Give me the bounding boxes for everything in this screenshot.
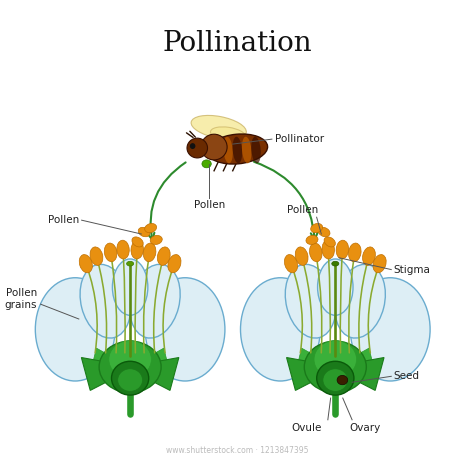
Ellipse shape: [191, 116, 246, 139]
Ellipse shape: [233, 137, 242, 163]
Text: www.shutterstock.com · 1213847395: www.shutterstock.com · 1213847395: [166, 446, 309, 455]
Ellipse shape: [143, 243, 156, 262]
Ellipse shape: [207, 134, 268, 164]
Ellipse shape: [318, 227, 330, 237]
Ellipse shape: [310, 243, 322, 262]
Ellipse shape: [242, 137, 252, 163]
Ellipse shape: [145, 278, 225, 381]
Ellipse shape: [332, 261, 339, 266]
Text: Stigma: Stigma: [393, 265, 430, 274]
Ellipse shape: [337, 376, 348, 385]
Text: Pollen: Pollen: [287, 205, 318, 215]
Ellipse shape: [190, 143, 195, 149]
Ellipse shape: [240, 278, 320, 381]
Text: Pollen: Pollen: [194, 200, 225, 211]
Ellipse shape: [80, 264, 130, 338]
Ellipse shape: [35, 278, 115, 381]
Ellipse shape: [336, 240, 349, 259]
Ellipse shape: [318, 259, 353, 315]
Text: Ovule: Ovule: [291, 423, 321, 433]
Ellipse shape: [322, 240, 334, 259]
Ellipse shape: [79, 255, 92, 273]
Ellipse shape: [109, 341, 151, 378]
Ellipse shape: [150, 235, 162, 244]
Ellipse shape: [126, 261, 134, 266]
Ellipse shape: [223, 137, 233, 163]
Ellipse shape: [285, 264, 336, 338]
Ellipse shape: [145, 223, 157, 233]
Ellipse shape: [251, 137, 261, 163]
Ellipse shape: [132, 237, 143, 247]
Ellipse shape: [104, 243, 117, 262]
Ellipse shape: [304, 341, 366, 393]
Ellipse shape: [117, 240, 129, 259]
Ellipse shape: [351, 278, 430, 381]
Ellipse shape: [324, 237, 335, 247]
Ellipse shape: [99, 341, 161, 393]
Ellipse shape: [112, 259, 148, 315]
Ellipse shape: [118, 369, 143, 392]
Polygon shape: [287, 358, 328, 391]
Ellipse shape: [131, 240, 144, 259]
Ellipse shape: [317, 361, 354, 395]
Polygon shape: [93, 348, 130, 375]
Ellipse shape: [130, 264, 180, 338]
Ellipse shape: [335, 264, 385, 338]
Ellipse shape: [187, 138, 207, 158]
Ellipse shape: [90, 247, 103, 266]
Ellipse shape: [310, 223, 323, 233]
Ellipse shape: [112, 361, 149, 395]
Text: Pollinator: Pollinator: [274, 134, 324, 144]
Ellipse shape: [158, 247, 170, 266]
Polygon shape: [342, 358, 384, 391]
Text: Pollen: Pollen: [48, 215, 79, 225]
Text: Pollen
grains: Pollen grains: [4, 288, 37, 310]
Ellipse shape: [295, 247, 308, 266]
Ellipse shape: [284, 255, 297, 273]
Polygon shape: [130, 348, 167, 375]
Ellipse shape: [363, 247, 375, 266]
Ellipse shape: [373, 255, 386, 273]
Polygon shape: [137, 358, 179, 391]
Polygon shape: [81, 358, 123, 391]
Ellipse shape: [306, 235, 318, 244]
Text: Seed: Seed: [393, 371, 419, 381]
Ellipse shape: [168, 255, 181, 273]
Ellipse shape: [201, 134, 227, 160]
Ellipse shape: [323, 369, 348, 392]
Text: Pollination: Pollination: [162, 31, 312, 57]
Ellipse shape: [202, 160, 211, 168]
Ellipse shape: [348, 243, 361, 262]
Ellipse shape: [211, 127, 246, 141]
Polygon shape: [298, 348, 335, 375]
Ellipse shape: [314, 341, 356, 378]
Ellipse shape: [138, 227, 150, 237]
Polygon shape: [335, 348, 373, 375]
Text: Ovary: Ovary: [349, 423, 381, 433]
